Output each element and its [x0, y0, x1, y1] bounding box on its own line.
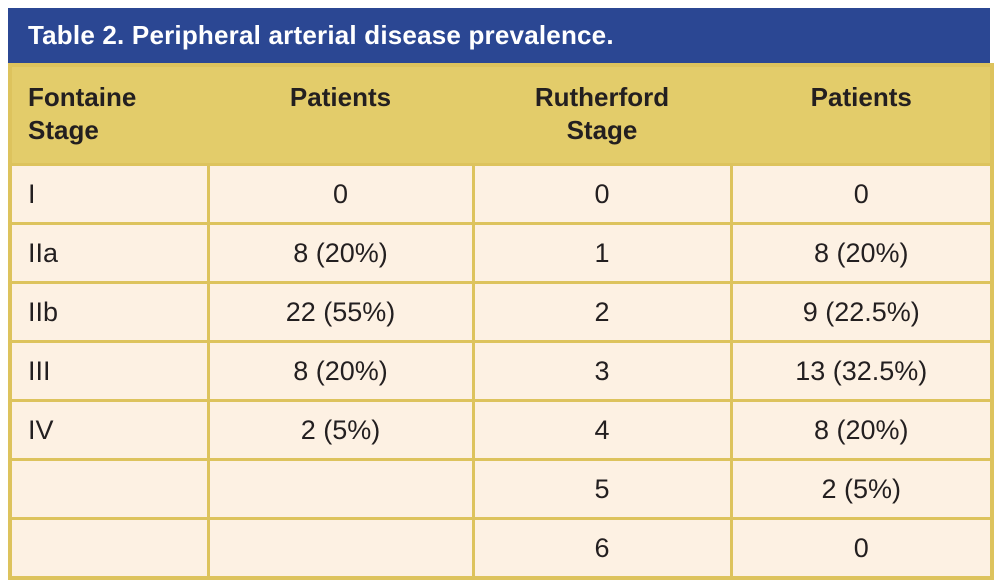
cell-fontaine-patients: 8 (20%)	[206, 222, 475, 284]
cell-rutherford-patients: 0	[729, 517, 994, 580]
cell-fontaine-patients: 0	[206, 163, 475, 225]
cell-rutherford-stage: 3	[471, 340, 733, 402]
cell-rutherford-stage: 6	[471, 517, 733, 580]
cell-fontaine-patients: 8 (20%)	[206, 340, 475, 402]
column-header-rutherford-stage-label: Rutherford Stage	[534, 82, 670, 145]
cell-rutherford-patients: 9 (22.5%)	[729, 281, 994, 343]
column-header-rutherford-patients-label: Patients	[810, 82, 912, 112]
cell-rutherford-stage: 4	[471, 399, 733, 461]
column-header-rutherford-stage: Rutherford Stage	[471, 63, 733, 166]
cell-rutherford-stage: 5	[471, 458, 733, 520]
cell-fontaine-stage	[8, 517, 210, 580]
cell-fontaine-stage: I	[8, 163, 210, 225]
cell-rutherford-patients: 13 (32.5%)	[729, 340, 994, 402]
cell-fontaine-patients: 2 (5%)	[206, 399, 475, 461]
table-row: I 0 0 0	[8, 163, 994, 225]
cell-rutherford-patients: 8 (20%)	[729, 222, 994, 284]
column-header-rutherford-patients: Patients	[729, 63, 994, 166]
table-row: 5 2 (5%)	[8, 458, 994, 520]
table-header-row: Fontaine Stage Patients Rutherford Stage…	[8, 63, 994, 166]
table-row: 6 0	[8, 517, 994, 580]
column-header-fontaine-patients-label: Patients	[289, 82, 392, 112]
cell-rutherford-patients: 8 (20%)	[729, 399, 994, 461]
cell-fontaine-patients	[206, 517, 475, 580]
cell-rutherford-patients: 0	[729, 163, 994, 225]
cell-rutherford-patients: 2 (5%)	[729, 458, 994, 520]
cell-rutherford-stage: 2	[471, 281, 733, 343]
cell-fontaine-stage: IIb	[8, 281, 210, 343]
table-title: Table 2. Peripheral arterial disease pre…	[28, 20, 614, 50]
table-title-bar: Table 2. Peripheral arterial disease pre…	[8, 8, 990, 63]
cell-rutherford-stage: 0	[471, 163, 733, 225]
cell-fontaine-stage: III	[8, 340, 210, 402]
column-header-fontaine-stage: Fontaine Stage	[8, 63, 210, 166]
cell-fontaine-patients: 22 (55%)	[206, 281, 475, 343]
cell-rutherford-stage: 1	[471, 222, 733, 284]
pad-prevalence-table: Fontaine Stage Patients Rutherford Stage…	[8, 63, 994, 580]
cell-fontaine-stage: IIa	[8, 222, 210, 284]
cell-fontaine-patients	[206, 458, 475, 520]
column-header-fontaine-patients: Patients	[206, 63, 475, 166]
table-row: IIb 22 (55%) 2 9 (22.5%)	[8, 281, 994, 343]
table-row: IV 2 (5%) 4 8 (20%)	[8, 399, 994, 461]
cell-fontaine-stage	[8, 458, 210, 520]
table-row: III 8 (20%) 3 13 (32.5%)	[8, 340, 994, 402]
cell-fontaine-stage: IV	[8, 399, 210, 461]
column-header-fontaine-stage-label: Fontaine Stage	[28, 82, 137, 145]
table-row: IIa 8 (20%) 1 8 (20%)	[8, 222, 994, 284]
